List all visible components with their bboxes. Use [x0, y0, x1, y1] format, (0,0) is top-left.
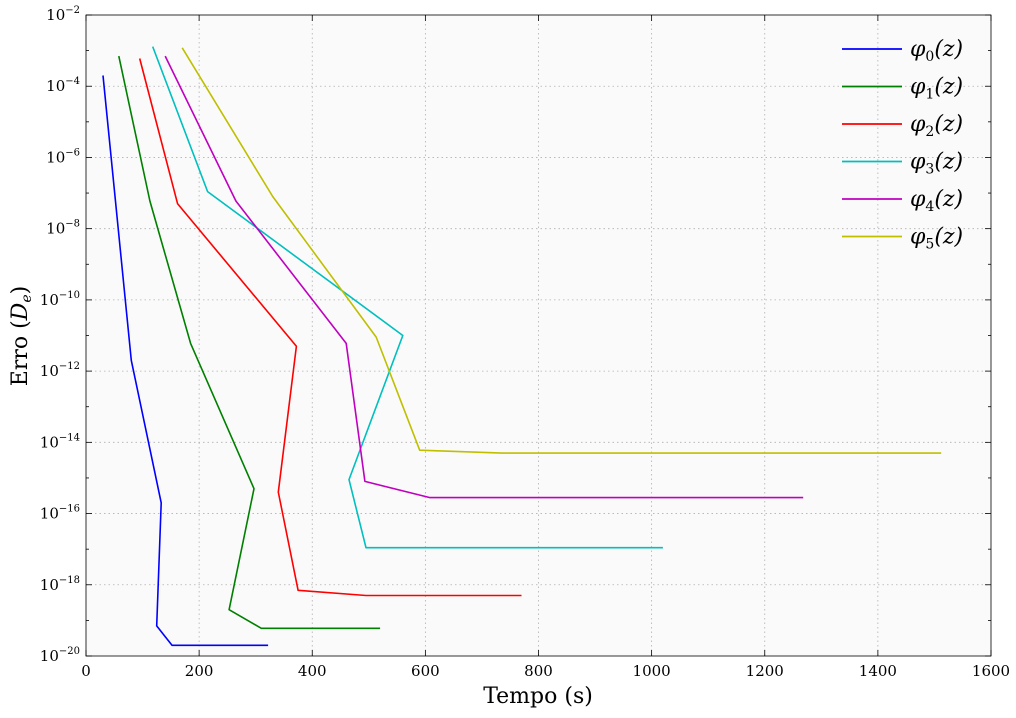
series-lines	[102, 46, 942, 647]
x-tick-label: 800	[524, 662, 553, 680]
y-tick-label: 10−4	[46, 76, 80, 95]
x-tick-label: 200	[185, 662, 214, 680]
series-line-0	[102, 75, 269, 647]
y-axis-title-sub: e	[19, 294, 35, 302]
x-tick-label: 1600	[972, 662, 1010, 680]
legend-entry-1: φ1(z)	[910, 75, 963, 103]
tick-marks	[85, 14, 992, 657]
series-line-3	[151, 46, 663, 549]
x-tick-label: 1400	[859, 662, 897, 680]
y-tick-label: 10−12	[40, 361, 80, 380]
series-line-2	[138, 58, 522, 597]
y-tick-labels: 10−20 10−18 10−16 10−14 10−12 10−10 10−8 10−6 10…	[40, 5, 80, 665]
x-tick-label: 1200	[746, 662, 784, 680]
x-tick-label: 1000	[633, 662, 671, 680]
legend-entry-3: φ3(z)	[910, 150, 963, 178]
y-tick-label: 10−16	[40, 504, 80, 523]
x-tick-label: 600	[411, 662, 440, 680]
legend-entry-4: φ4(z)	[910, 187, 963, 215]
y-tick-label: 10−14	[40, 432, 80, 451]
legend-entry-0: φ0(z)	[910, 37, 963, 65]
x-tick-label: 0	[81, 662, 91, 680]
svg-text:Erro (De): Erro (De)	[8, 286, 35, 386]
y-axis-title-main: Erro (	[8, 320, 33, 386]
y-axis-title-var: D	[8, 302, 33, 321]
x-tick-label: 400	[298, 662, 327, 680]
y-tick-label: 10−10	[40, 290, 80, 309]
legend-entry-2: φ2(z)	[910, 112, 963, 140]
y-axis-title-close: )	[8, 286, 33, 295]
y-tick-label: 10−20	[40, 646, 80, 665]
series-line-4	[164, 55, 804, 499]
y-tick-label: 10−18	[40, 575, 80, 594]
y-tick-label: 10−6	[46, 147, 80, 166]
series-line-1	[118, 55, 381, 630]
x-tick-labels: 0 200 400 600 800 1000 1200 1400 1600	[81, 662, 1010, 680]
legend: φ0(z) φ1(z) φ2(z) φ3(z) φ4(z) φ5(z)	[842, 37, 963, 253]
legend-entry-5: φ5(z)	[910, 225, 963, 253]
y-tick-label: 10−8	[46, 219, 80, 238]
series-line-5	[181, 47, 942, 454]
gridlines	[86, 15, 991, 656]
y-axis-title: Erro (De)	[8, 286, 35, 386]
y-tick-label: 10−2	[46, 5, 80, 24]
x-axis-title: Tempo (s)	[483, 684, 593, 709]
